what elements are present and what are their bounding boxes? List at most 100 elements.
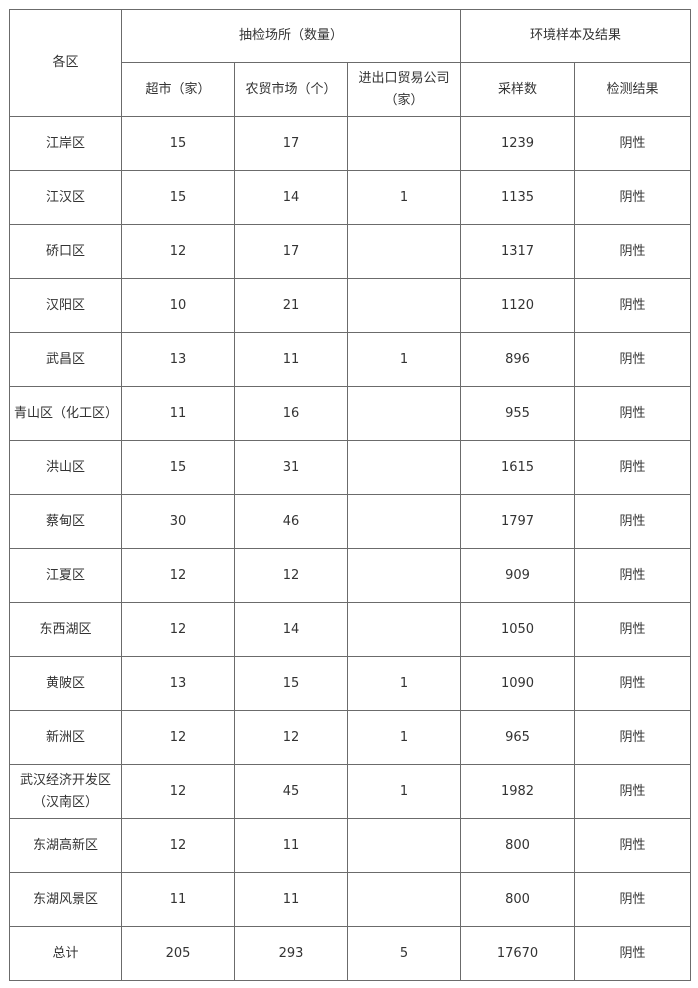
table-row: 江汉区 15 14 1 1135 阴性	[9, 170, 692, 225]
cell-farmers-market: 45	[234, 764, 348, 819]
cell-district: 硚口区	[9, 224, 122, 279]
cell-district: 新洲区	[9, 710, 122, 765]
cell-district: 黄陂区	[9, 656, 122, 711]
cell-import-export	[347, 872, 461, 927]
cell-supermarket: 11	[121, 872, 235, 927]
cell-farmers-market: 293	[234, 926, 348, 981]
cell-supermarket: 11	[121, 386, 235, 441]
cell-supermarket: 30	[121, 494, 235, 549]
total-row: 总计 205 293 5 17670 阴性	[9, 926, 692, 981]
cell-district: 东西湖区	[9, 602, 122, 657]
cell-result: 阴性	[573, 764, 692, 819]
cell-result: 阴性	[573, 440, 692, 495]
cell-supermarket: 12	[121, 818, 235, 873]
cell-result: 阴性	[573, 656, 692, 711]
cell-farmers-market: 16	[234, 386, 348, 441]
cell-import-export: 1	[347, 656, 461, 711]
cell-samples: 800	[460, 872, 575, 927]
cell-samples: 896	[460, 332, 575, 387]
cell-samples: 1120	[460, 278, 575, 333]
cell-district: 东湖高新区	[9, 818, 122, 873]
cell-samples: 955	[460, 386, 575, 441]
cell-import-export	[347, 494, 461, 549]
cell-result: 阴性	[573, 710, 692, 765]
table-row: 武昌区 13 11 1 896 阴性	[9, 332, 692, 387]
table-row: 新洲区 12 12 1 965 阴性	[9, 710, 692, 765]
table-row: 蔡甸区 30 46 1797 阴性	[9, 494, 692, 549]
cell-import-export: 1	[347, 710, 461, 765]
cell-result: 阴性	[573, 926, 692, 981]
cell-district: 蔡甸区	[9, 494, 122, 549]
cell-supermarket: 205	[121, 926, 235, 981]
cell-supermarket: 15	[121, 440, 235, 495]
table-row: 硚口区 12 17 1317 阴性	[9, 224, 692, 279]
table-row: 东湖风景区 11 11 800 阴性	[9, 872, 692, 927]
cell-samples: 1615	[460, 440, 575, 495]
cell-result: 阴性	[573, 386, 692, 441]
cell-supermarket: 12	[121, 224, 235, 279]
cell-farmers-market: 12	[234, 710, 348, 765]
cell-result: 阴性	[573, 818, 692, 873]
table-row: 洪山区 15 31 1615 阴性	[9, 440, 692, 495]
cell-farmers-market: 11	[234, 818, 348, 873]
table-row: 黄陂区 13 15 1 1090 阴性	[9, 656, 692, 711]
cell-import-export: 1	[347, 332, 461, 387]
cell-district: 江汉区	[9, 170, 122, 225]
cell-result: 阴性	[573, 602, 692, 657]
cell-samples: 800	[460, 818, 575, 873]
cell-supermarket: 10	[121, 278, 235, 333]
cell-result: 阴性	[573, 548, 692, 603]
cell-farmers-market: 14	[234, 170, 348, 225]
cell-supermarket: 13	[121, 332, 235, 387]
cell-supermarket: 12	[121, 764, 235, 819]
table-row: 青山区（化工区） 11 16 955 阴性	[9, 386, 692, 441]
cell-farmers-market: 17	[234, 224, 348, 279]
cell-farmers-market: 12	[234, 548, 348, 603]
cell-farmers-market: 11	[234, 332, 348, 387]
cell-district: 汉阳区	[9, 278, 122, 333]
cell-supermarket: 15	[121, 170, 235, 225]
cell-farmers-market: 17	[234, 116, 348, 171]
cell-import-export: 1	[347, 170, 461, 225]
cell-district: 洪山区	[9, 440, 122, 495]
cell-result: 阴性	[573, 116, 692, 171]
cell-result: 阴性	[573, 170, 692, 225]
cell-result: 阴性	[573, 872, 692, 927]
table-body: 江岸区 15 17 1239 阴性 江汉区 15 14 1 1135 阴性 硚口区 12 17 1317 阴性…	[9, 116, 692, 981]
header-import-export: 进出口贸易公司（家）	[347, 62, 461, 117]
cell-supermarket: 15	[121, 116, 235, 171]
cell-farmers-market: 21	[234, 278, 348, 333]
cell-import-export	[347, 818, 461, 873]
cell-supermarket: 12	[121, 710, 235, 765]
cell-import-export	[347, 386, 461, 441]
cell-district: 武汉经济开发区（汉南区）	[9, 764, 122, 819]
cell-result: 阴性	[573, 224, 692, 279]
cell-district: 东湖风景区	[9, 872, 122, 927]
cell-supermarket: 12	[121, 602, 235, 657]
cell-result: 阴性	[573, 332, 692, 387]
table-row: 汉阳区 10 21 1120 阴性	[9, 278, 692, 333]
cell-farmers-market: 31	[234, 440, 348, 495]
cell-samples: 965	[460, 710, 575, 765]
table-row: 江岸区 15 17 1239 阴性	[9, 116, 692, 171]
cell-samples: 1239	[460, 116, 575, 171]
cell-supermarket: 12	[121, 548, 235, 603]
header-farmers-market: 农贸市场（个）	[234, 62, 348, 117]
cell-samples: 17670	[460, 926, 575, 981]
cell-samples: 1090	[460, 656, 575, 711]
table-row: 东湖高新区 12 11 800 阴性	[9, 818, 692, 873]
header-samples: 采样数	[460, 62, 575, 117]
cell-result: 阴性	[573, 278, 692, 333]
cell-samples: 1317	[460, 224, 575, 279]
header-environment-samples: 环境样本及结果	[459, 9, 692, 63]
cell-farmers-market: 14	[234, 602, 348, 657]
inspection-table: 各区 抽检场所（数量） 环境样本及结果 超市（家） 农贸市场（个） 进出口贸易公…	[9, 9, 692, 981]
cell-supermarket: 13	[121, 656, 235, 711]
cell-district: 青山区（化工区）	[9, 386, 122, 441]
cell-samples: 1135	[460, 170, 575, 225]
cell-import-export	[347, 278, 461, 333]
cell-district: 总计	[9, 926, 122, 981]
header-supermarket: 超市（家）	[121, 62, 235, 117]
cell-import-export: 1	[347, 764, 461, 819]
cell-district: 武昌区	[9, 332, 122, 387]
